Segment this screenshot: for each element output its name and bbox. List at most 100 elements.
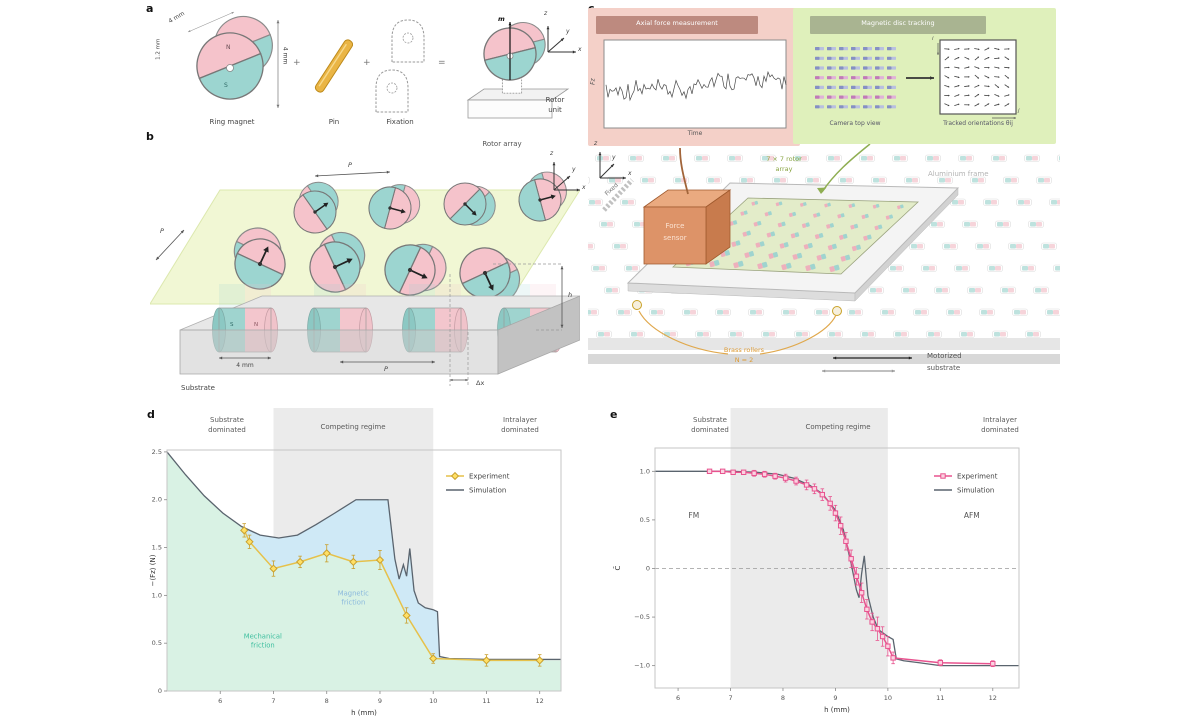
experiment-marker — [875, 627, 879, 631]
region-header: Intralayer — [983, 416, 1017, 424]
region-header: Intralayer — [503, 416, 537, 424]
area-label: friction — [251, 641, 275, 649]
y-tick-label: 1.0 — [152, 591, 162, 599]
x-tick-label: 11 — [482, 697, 490, 705]
region-header: Competing regime — [805, 423, 870, 431]
y-tick-label: 1.0 — [640, 467, 650, 475]
x-tick-label: 12 — [536, 697, 544, 705]
x-tick-label: 10 — [884, 694, 892, 702]
fixation-illustration — [376, 20, 424, 112]
experiment-marker — [452, 473, 459, 480]
experiment-marker — [741, 470, 745, 474]
experiment-marker — [870, 620, 874, 624]
tracking-box — [793, 8, 1056, 144]
ring-magnet-illustration — [183, 8, 287, 109]
region-header: dominated — [501, 426, 539, 434]
tracking-box-banner — [810, 16, 986, 34]
x-axis-label: h (mm) — [824, 706, 850, 714]
experiment-marker — [833, 511, 837, 515]
experiment-marker — [859, 591, 863, 595]
x-axis-label: h (mm) — [351, 709, 377, 717]
experiment-marker — [731, 470, 735, 474]
rail-band-2 — [588, 354, 1060, 364]
panel-c-illustration — [588, 2, 1060, 400]
experiment-marker — [891, 656, 895, 660]
panel-c — [588, 2, 1060, 400]
force-box-banner — [596, 16, 758, 34]
annotation: AFM — [964, 511, 980, 520]
y-tick-label: 0 — [158, 687, 162, 695]
competing-regime-band — [731, 408, 888, 688]
y-tick-label: 2.0 — [152, 496, 162, 504]
legend-label: Experiment — [469, 473, 510, 481]
region-header: Substrate — [210, 416, 244, 424]
x-tick-label: 9 — [833, 694, 837, 702]
region-header: dominated — [208, 426, 246, 434]
panel-a-illustration — [150, 4, 582, 130]
area-label: Mechanical — [244, 632, 282, 640]
chart-e-svg: 6 7 8 9 10 11 12 −1.0 −0.5 0 0.5 1.0 h (mm) C̄ Substra… — [604, 406, 1028, 728]
experiment-marker — [828, 501, 832, 505]
panel-b-illustration — [150, 134, 580, 402]
experiment-marker — [762, 472, 766, 476]
force-measurement-box — [588, 8, 800, 146]
experiment-marker — [773, 474, 777, 478]
x-tick-label: 8 — [781, 694, 785, 702]
y-tick-label: 2.5 — [152, 448, 162, 456]
x-tick-label: 6 — [676, 694, 680, 702]
pin-illustration — [314, 38, 354, 93]
region-header: Substrate — [693, 416, 727, 424]
experiment-marker — [707, 469, 711, 473]
panel-b — [150, 134, 580, 402]
experiment-marker — [838, 524, 842, 528]
experiment-marker — [991, 662, 995, 666]
force-sensor-cube — [644, 190, 730, 264]
y-axis-label: C̄ — [613, 565, 622, 570]
area-label: Magnetic — [338, 589, 369, 597]
region-header: dominated — [691, 426, 729, 434]
legend-label: Experiment — [957, 473, 998, 481]
experiment-marker — [794, 479, 798, 483]
legend-label: Simulation — [957, 487, 994, 495]
x-tick-label: 7 — [271, 697, 275, 705]
chart-e-order-vs-gap: 6 7 8 9 10 11 12 −1.0 −0.5 0 0.5 1.0 h (mm) C̄ Substra… — [604, 406, 1028, 728]
area-label: friction — [341, 598, 365, 606]
y-tick-label: −1.0 — [634, 662, 650, 670]
region-header: Competing regime — [320, 423, 385, 431]
x-tick-label: 12 — [989, 694, 997, 702]
tracked-orientations-box — [940, 40, 1016, 114]
brass-roller-right — [833, 307, 842, 316]
y-tick-label: 0 — [646, 564, 650, 572]
x-tick-label: 7 — [728, 694, 732, 702]
experiment-marker — [752, 471, 756, 475]
experiment-marker — [865, 607, 869, 611]
y-tick-label: −0.5 — [634, 613, 650, 621]
rail-band-1 — [588, 338, 1060, 350]
axis-x-label-b: x — [582, 184, 586, 191]
experiment-marker — [880, 634, 884, 638]
annotation: FM — [688, 511, 699, 520]
experiment-marker — [938, 661, 942, 665]
x-tick-label: 10 — [429, 697, 437, 705]
experiment-marker — [720, 469, 724, 473]
experiment-marker — [812, 487, 816, 491]
x-tick-label: 6 — [218, 697, 222, 705]
x-tick-label: 11 — [936, 694, 944, 702]
experiment-marker — [941, 474, 945, 478]
legend-label: Simulation — [469, 487, 506, 495]
experiment-marker — [783, 476, 787, 480]
experiment-marker — [820, 492, 824, 496]
brass-roller-left — [633, 301, 642, 310]
experiment-marker — [844, 539, 848, 543]
experiment-marker — [854, 574, 858, 578]
y-tick-label: 1.5 — [152, 544, 162, 552]
panel-a — [150, 4, 582, 130]
y-tick-label: 0.5 — [640, 516, 650, 524]
experiment-marker — [804, 483, 808, 487]
rotor-unit-illustration — [468, 18, 568, 118]
region-header: dominated — [981, 426, 1019, 434]
experiment-marker — [886, 644, 890, 648]
